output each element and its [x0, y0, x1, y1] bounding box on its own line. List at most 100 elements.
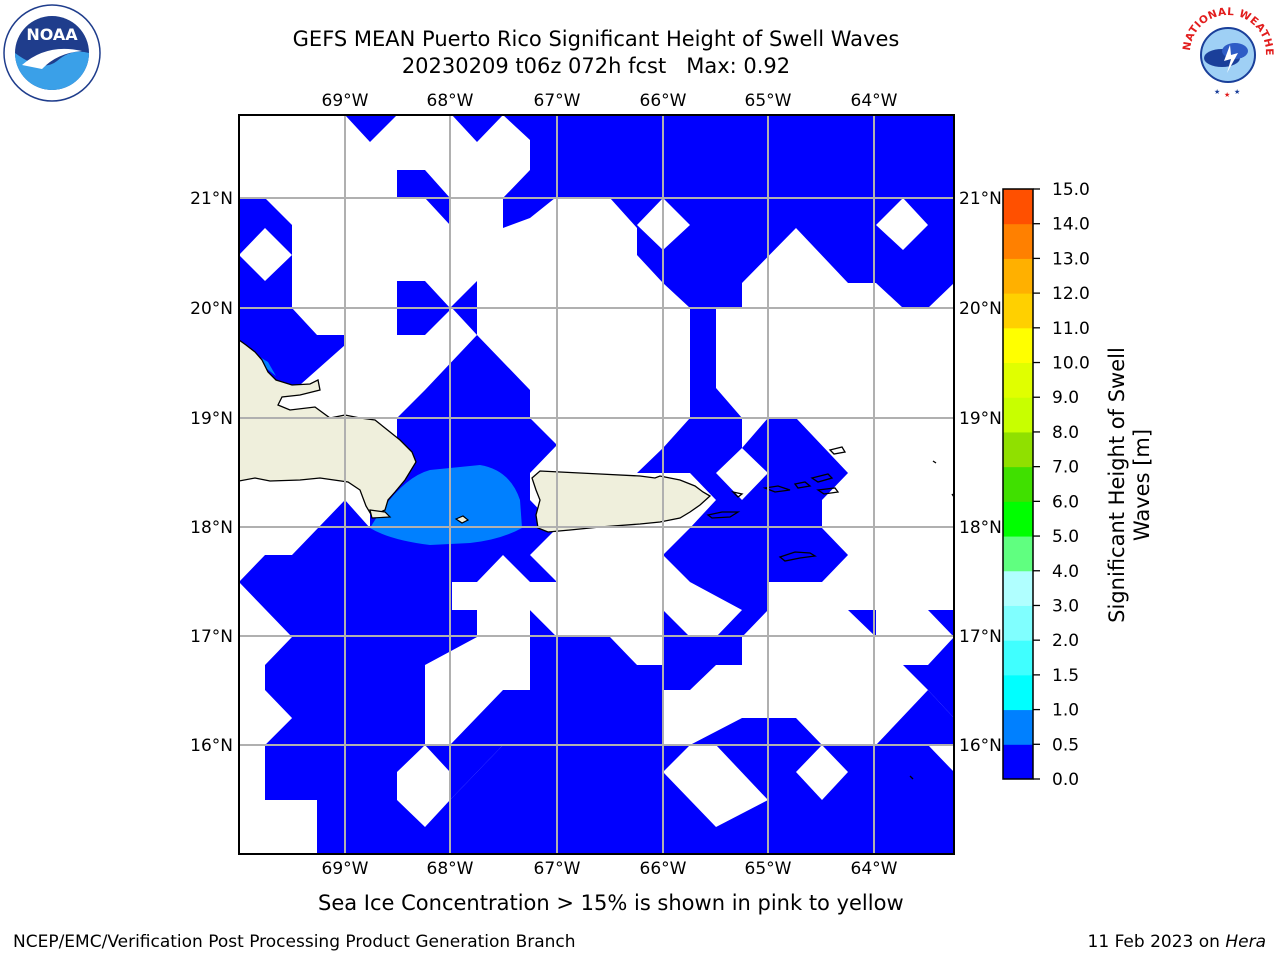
lat-label-left-18n: 18°N	[190, 518, 233, 538]
swell-hole-8	[239, 800, 317, 854]
lon-label-bottom-64w: 64°W	[851, 859, 898, 879]
lat-label-left-17n: 17°N	[190, 627, 233, 647]
colorbar-segment	[1003, 397, 1033, 433]
lon-label-top-64w: 64°W	[851, 91, 898, 111]
lon-label-top-67w: 67°W	[534, 91, 581, 111]
noaa-logo: NOAA	[3, 4, 101, 102]
lon-labels-bottom: 69°W 68°W 67°W 66°W 65°W 64°W	[322, 859, 898, 879]
colorbar-tick-label: 3.0	[1052, 596, 1079, 616]
colorbar-tick-label: 0.5	[1052, 735, 1079, 755]
svg-text:★: ★	[1234, 88, 1240, 96]
colorbar-label-text: Significant Height of Swell Waves [m]	[1105, 347, 1154, 623]
island-st-john	[793, 481, 812, 489]
lat-labels-left: 21°N 20°N 19°N 18°N 17°N 16°N	[190, 189, 233, 756]
svg-text:★: ★	[1214, 88, 1220, 96]
colorbar-tick-label: 5.0	[1052, 527, 1079, 547]
island-anegada	[828, 446, 847, 455]
colorbar-segment	[1003, 293, 1033, 329]
puerto-rico-land	[531, 470, 712, 533]
colorbar-segments	[1003, 189, 1033, 780]
colorbar-tick-label: 11.0	[1052, 319, 1090, 339]
lat-label-left-16n: 16°N	[190, 736, 233, 756]
colorbar-segment	[1003, 466, 1033, 502]
colorbar-tick-label: 1.5	[1052, 666, 1079, 686]
swell-region-top-band	[503, 115, 954, 690]
colorbar-tick-label: 15.0	[1052, 180, 1090, 200]
colorbar-segment	[1003, 570, 1033, 606]
lon-label-top-69w: 69°W	[322, 91, 369, 111]
lat-label-right-21n: 21°N	[959, 189, 1002, 209]
island-st-thomas	[762, 485, 791, 493]
swell-hole-12	[265, 718, 292, 745]
island-culebra	[730, 490, 744, 498]
lon-label-top-66w: 66°W	[640, 91, 687, 111]
colorbar: 0.0 0.5 1.0 1.5 2.0 3.0 4.0 5.0 6.0 7.0 8.0 9.0 10.0…	[1002, 180, 1090, 790]
graticule	[239, 115, 954, 854]
lat-label-left-21n: 21°N	[190, 189, 233, 209]
swell-region-ne-dr	[265, 335, 317, 392]
swell-hole-1	[239, 228, 292, 281]
lon-label-bottom-69w: 69°W	[322, 859, 369, 879]
colorbar-tick-label: 12.0	[1052, 284, 1090, 304]
swell-hole-4	[716, 448, 768, 500]
colorbar-segment	[1003, 605, 1033, 641]
swell-hole-3	[876, 198, 928, 250]
hispaniola-land	[239, 339, 417, 517]
colorbar-ticks: 0.0 0.5 1.0 1.5 2.0 3.0 4.0 5.0 6.0 7.0 8.0 9.0 10.0…	[1033, 180, 1090, 790]
swell-hole-10	[397, 745, 450, 827]
title-line-1: GEFS MEAN Puerto Rico Significant Height…	[292, 27, 900, 51]
lon-label-top-68w: 68°W	[427, 91, 474, 111]
lat-label-right-18n: 18°N	[959, 518, 1002, 538]
colorbar-tick-label: 13.0	[1052, 249, 1090, 269]
colorbar-segment	[1003, 189, 1033, 225]
lat-label-right-20n: 20°N	[959, 299, 1002, 319]
lat-labels-right: 21°N 20°N 19°N 18°N 17°N 16°N	[959, 189, 1002, 756]
swell-region-east-1	[848, 610, 876, 637]
colorbar-segment	[1003, 258, 1033, 294]
colorbar-tick-label: 6.0	[1052, 492, 1079, 512]
noaa-logo-text: NOAA	[26, 25, 78, 44]
swell-hole-5	[663, 745, 768, 827]
swell-region-mona-passage	[239, 335, 557, 854]
lon-label-bottom-68w: 68°W	[427, 859, 474, 879]
lon-label-bottom-66w: 66°W	[640, 859, 687, 879]
colorbar-segment	[1003, 674, 1033, 711]
colorbar-segment	[1003, 536, 1033, 572]
swell-region-east-2	[928, 610, 954, 637]
swell-hole-9	[928, 745, 954, 772]
island-small-1	[932, 460, 937, 464]
swell-region-east-3	[903, 637, 954, 718]
map-plot-area	[239, 115, 954, 854]
island-small-3	[909, 775, 914, 780]
beata-island	[369, 509, 392, 519]
swell-0.5-1.0-region	[370, 465, 522, 545]
swell-hole-6	[796, 745, 848, 800]
map-frame	[238, 114, 955, 855]
colorbar-segment	[1003, 501, 1033, 537]
footer-date-text: 11 Feb 2023 on	[1087, 932, 1226, 952]
colorbar-segment	[1003, 744, 1033, 780]
lat-label-right-19n: 19°N	[959, 409, 1002, 429]
virgin-islands	[706, 446, 954, 780]
colorbar-tick-label: 4.0	[1052, 562, 1079, 582]
lon-label-bottom-67w: 67°W	[534, 859, 581, 879]
mona-island	[454, 515, 470, 524]
svg-text:★: ★	[1224, 91, 1230, 99]
lat-label-right-17n: 17°N	[959, 627, 1002, 647]
colorbar-segment	[1003, 362, 1033, 398]
colorbar-tick-label: 7.0	[1052, 458, 1079, 478]
lon-label-bottom-65w: 65°W	[745, 859, 792, 879]
island-tortola	[810, 473, 834, 483]
swell-region-top-notch-2	[452, 115, 503, 142]
swell-region-east-4	[876, 690, 954, 745]
lon-label-top-65w: 65°W	[745, 91, 792, 111]
lon-labels-top: 69°W 68°W 67°W 66°W 65°W 64°W	[322, 91, 898, 111]
colorbar-tick-label: 14.0	[1052, 215, 1090, 235]
colorbar-segment	[1003, 327, 1033, 364]
sea-ice-note-text: Sea Ice Concentration > 15% is shown in …	[318, 891, 904, 915]
colorbar-tick-label: 1.0	[1052, 701, 1079, 721]
colorbar-segment	[1003, 431, 1033, 468]
colorbar-tick-label: 9.0	[1052, 388, 1079, 408]
footer-credit: NCEP/EMC/Verification Post Processing Pr…	[13, 932, 576, 952]
